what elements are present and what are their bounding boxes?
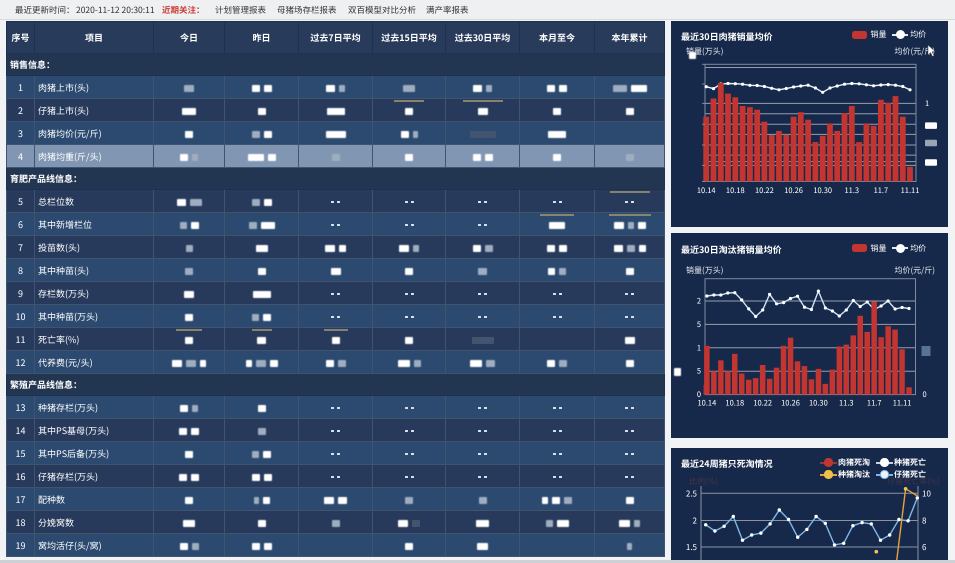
svg-text:10.22: 10.22 <box>753 398 772 409</box>
svg-text:5: 5 <box>697 366 701 377</box>
svg-text:10.22: 10.22 <box>755 185 774 196</box>
svg-text:11.3: 11.3 <box>845 185 860 196</box>
svg-text:10.30: 10.30 <box>809 398 828 409</box>
svg-text:11.11: 11.11 <box>893 398 912 409</box>
svg-text:8: 8 <box>922 516 927 527</box>
svg-text:10.14: 10.14 <box>698 398 717 409</box>
svg-text:2: 2 <box>693 516 698 527</box>
svg-text:0: 0 <box>923 389 927 400</box>
svg-text:1: 1 <box>925 98 929 109</box>
svg-text:10.14: 10.14 <box>697 185 716 196</box>
svg-text:6: 6 <box>922 542 927 553</box>
svg-text:0: 0 <box>697 389 701 400</box>
svg-text:2.5: 2.5 <box>686 488 697 499</box>
svg-text:1: 1 <box>697 342 701 353</box>
svg-text:5: 5 <box>697 319 701 330</box>
svg-text:10.26: 10.26 <box>784 185 803 196</box>
svg-text:11.11: 11.11 <box>901 185 920 196</box>
svg-text:10.18: 10.18 <box>725 398 744 409</box>
svg-text:2: 2 <box>697 296 701 307</box>
svg-text:1.5: 1.5 <box>686 542 697 553</box>
svg-text:10.18: 10.18 <box>726 185 745 196</box>
svg-text:11.7: 11.7 <box>867 398 882 409</box>
svg-text:11.7: 11.7 <box>874 185 889 196</box>
svg-text:11.3: 11.3 <box>839 398 854 409</box>
svg-text:10: 10 <box>922 488 931 499</box>
svg-text:10.30: 10.30 <box>813 185 832 196</box>
svg-text:10.26: 10.26 <box>781 398 800 409</box>
